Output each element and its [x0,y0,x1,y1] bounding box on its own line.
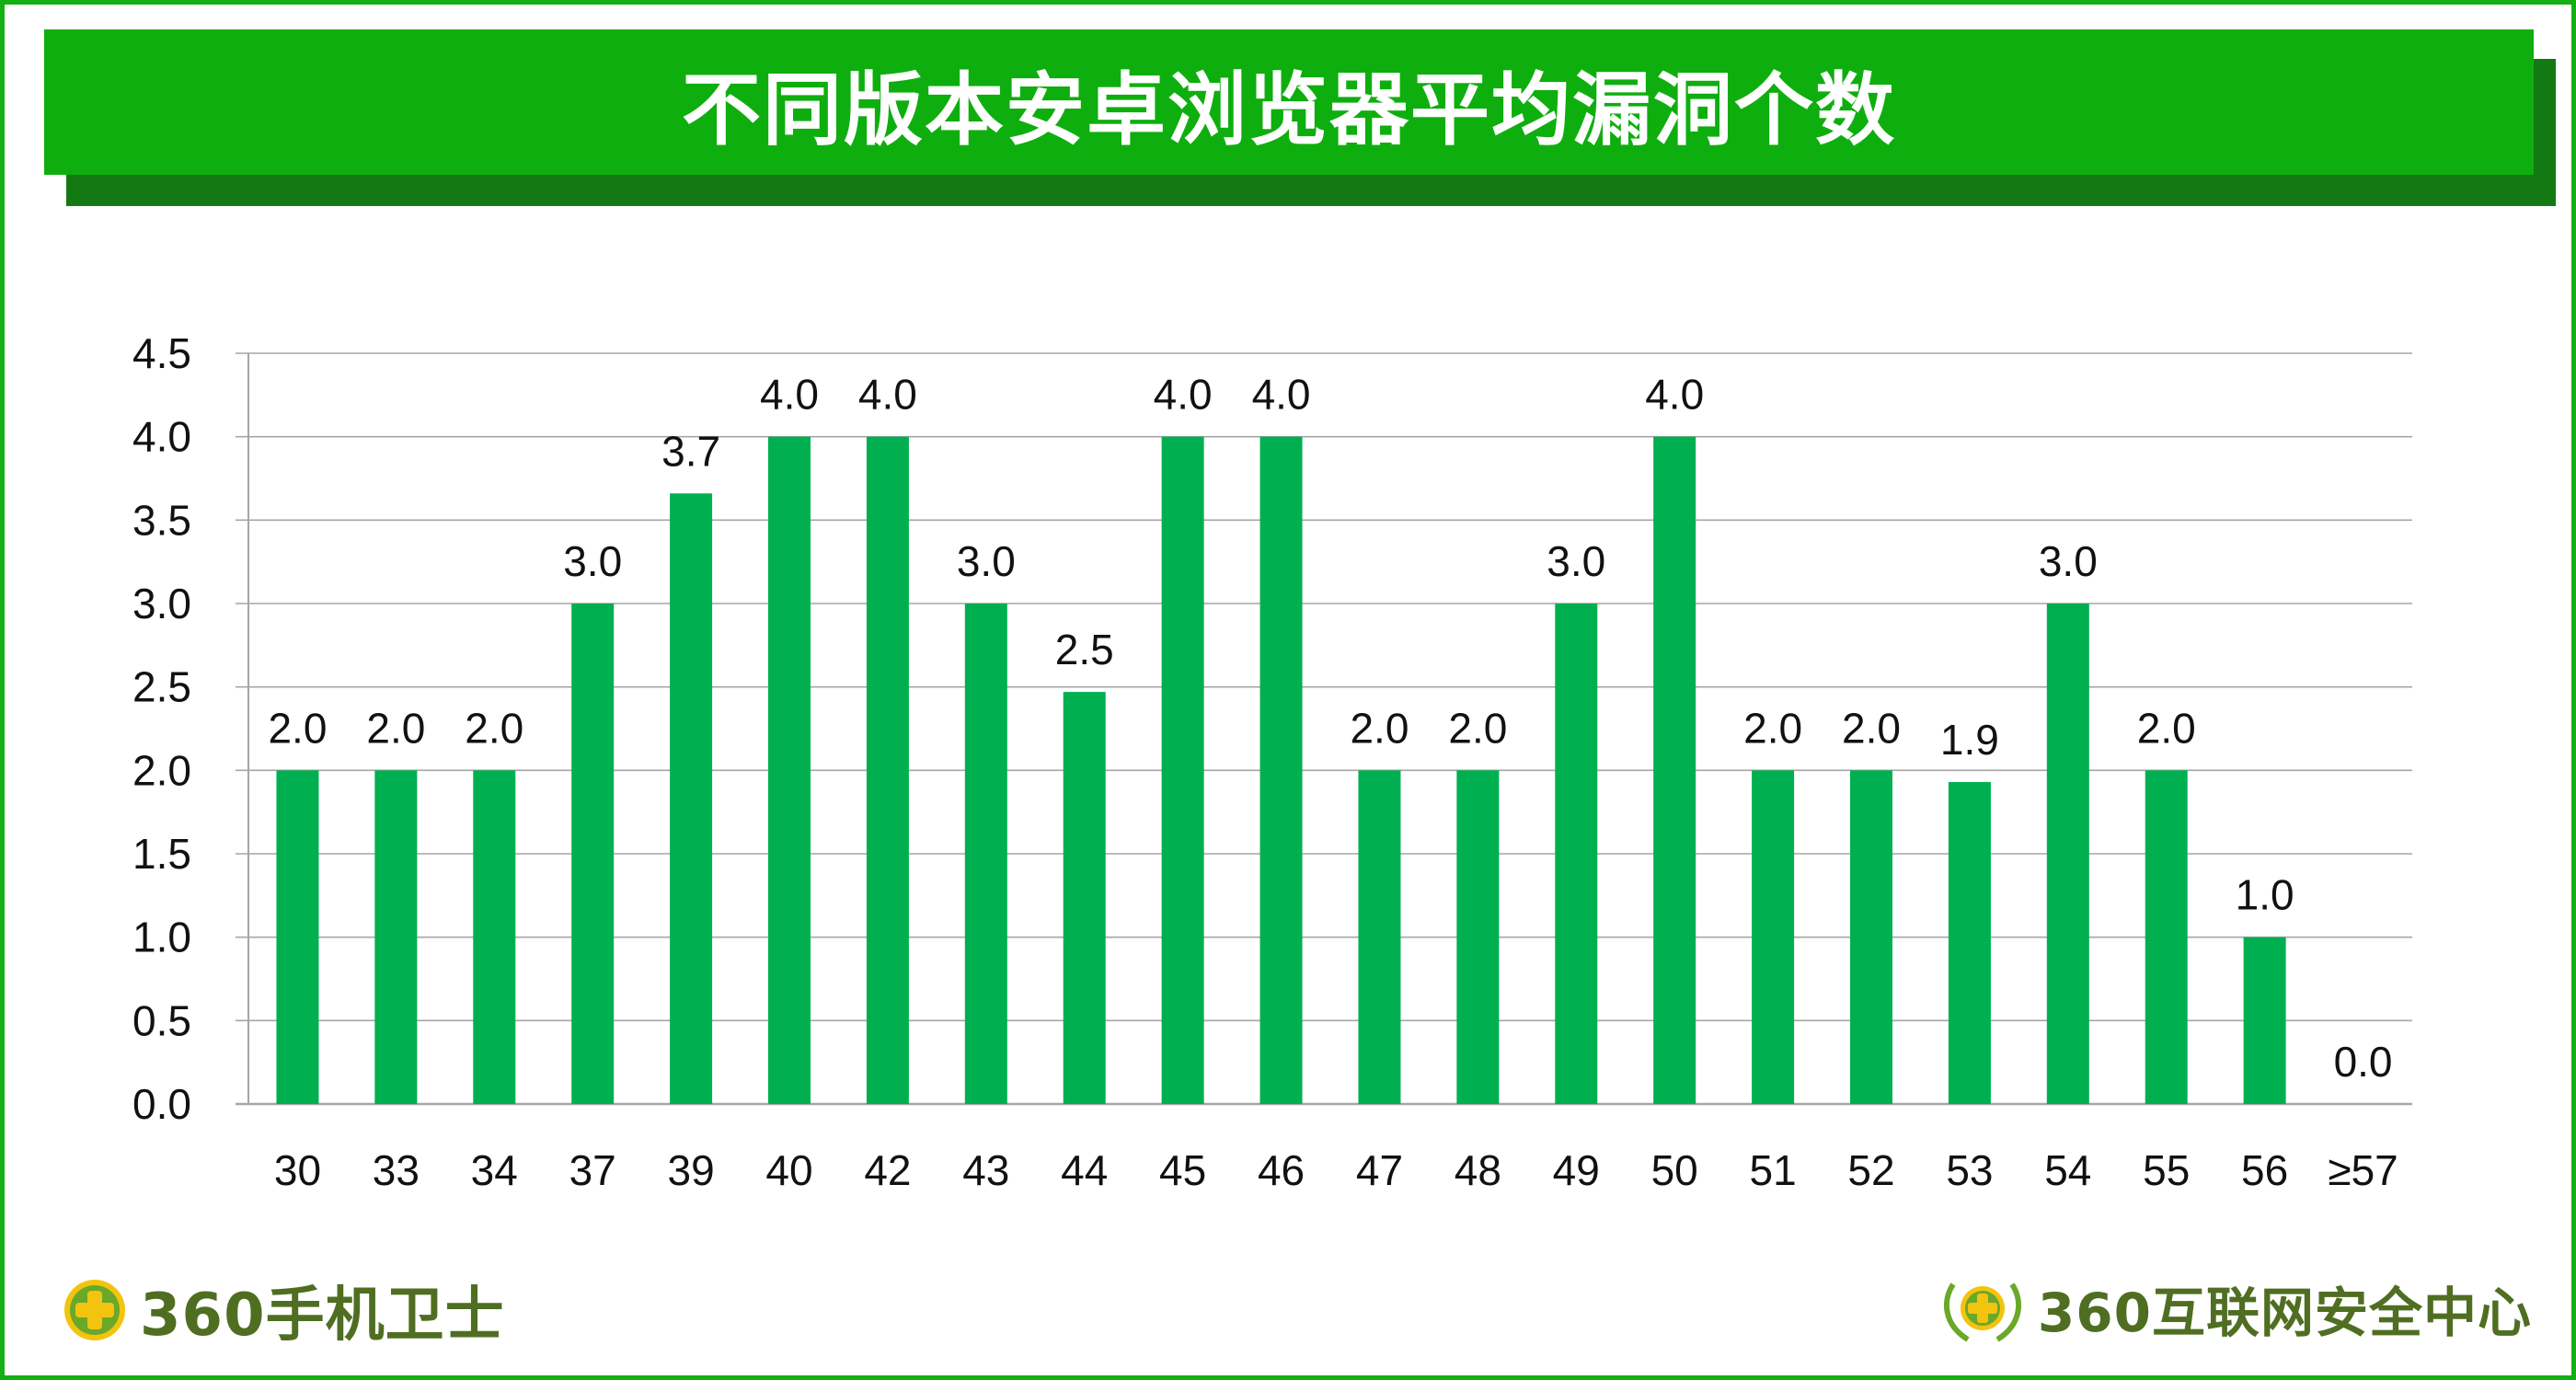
bar [1752,770,1795,1104]
y-tick-label: 4.0 [132,413,191,461]
bar [1456,770,1500,1104]
data-label: 4.0 [1252,371,1311,419]
right-brand-text: 360互联网安全中心 [2037,1282,2532,1344]
x-tick-label: 51 [1750,1146,1797,1194]
x-tick-label: ≥57 [2328,1146,2398,1194]
data-label: 0.0 [2334,1038,2393,1086]
bar [276,770,319,1104]
bar [670,493,713,1104]
data-label: 2.0 [1448,704,1507,752]
x-tick-label: 54 [2044,1146,2091,1194]
data-label: 2.0 [366,704,425,752]
bar [1358,770,1401,1104]
y-tick-label: 2.0 [132,746,191,794]
data-label: 2.5 [1055,626,1114,673]
x-tick-label: 53 [1946,1146,1993,1194]
y-tick-label: 3.0 [132,580,191,627]
bar [2243,937,2286,1104]
bar [1948,782,1991,1104]
data-label: 4.0 [858,371,917,419]
y-tick-label: 1.5 [132,830,191,878]
x-tick-label: 56 [2241,1146,2288,1194]
x-tick-label: 30 [274,1146,321,1194]
data-label: 4.0 [1645,371,1704,419]
x-tick-label: 34 [471,1146,518,1194]
y-tick-label: 3.5 [132,496,191,544]
x-tick-label: 50 [1651,1146,1698,1194]
data-label: 3.0 [1547,537,1605,585]
data-label: 2.0 [1350,704,1409,752]
bar [964,604,1007,1104]
bar [2046,604,2089,1104]
x-tick-label: 37 [569,1146,616,1194]
bar [2145,770,2188,1104]
data-label: 4.0 [1154,371,1213,419]
data-label: 2.0 [268,704,327,752]
y-tick-label: 2.5 [132,663,191,711]
data-label: 3.0 [563,537,622,585]
bar [1653,436,1696,1105]
bar [374,770,418,1104]
bar [1555,604,1598,1104]
data-label: 2.0 [1842,704,1901,752]
title-bar: 不同版本安卓浏览器平均漏洞个数 [44,29,2534,175]
x-tick-label: 40 [765,1146,812,1194]
data-label: 3.0 [2039,537,2098,585]
x-tick-label: 39 [668,1146,715,1194]
logo-360-security-center: 360互联网安全中心 [1940,1270,2532,1347]
shield-plus-icon [64,1280,125,1340]
x-tick-label: 43 [962,1146,1009,1194]
laurel-shield-icon [1943,1282,2021,1342]
y-tick-label: 0.5 [132,996,191,1044]
x-tick-label: 49 [1553,1146,1600,1194]
bar [1259,436,1303,1105]
y-tick-label: 1.0 [132,914,191,961]
data-label: 3.0 [957,537,1016,585]
data-label: 2.0 [2137,704,2196,752]
y-tick-label: 4.5 [132,329,191,377]
data-label: 3.7 [661,427,720,475]
x-tick-label: 45 [1159,1146,1206,1194]
x-tick-label: 48 [1455,1146,1501,1194]
chart-title: 不同版本安卓浏览器平均漏洞个数 [682,63,1896,156]
bar [1161,436,1204,1105]
left-brand-text: 360手机卫士 [140,1282,505,1350]
x-tick-label: 33 [373,1146,420,1194]
bar [1063,692,1106,1104]
data-label: 4.0 [760,371,819,419]
x-tick-label: 44 [1061,1146,1108,1194]
x-tick-label: 42 [864,1146,911,1194]
bar [473,770,516,1104]
x-tick-label: 46 [1258,1146,1305,1194]
x-tick-label: 55 [2143,1146,2190,1194]
x-tick-label: 52 [1847,1146,1894,1194]
bar [768,436,811,1105]
bar [866,436,909,1105]
bar [1850,770,1892,1104]
logo-360-mobile-guard: 360手机卫士 [63,1268,505,1352]
x-tick-label: 47 [1356,1146,1403,1194]
data-label: 1.9 [1940,716,1999,764]
y-tick-label: 0.0 [132,1080,191,1128]
data-label: 1.0 [2236,871,2294,919]
bar [571,604,615,1104]
data-label: 2.0 [1743,704,1802,752]
data-label: 2.0 [465,704,523,752]
